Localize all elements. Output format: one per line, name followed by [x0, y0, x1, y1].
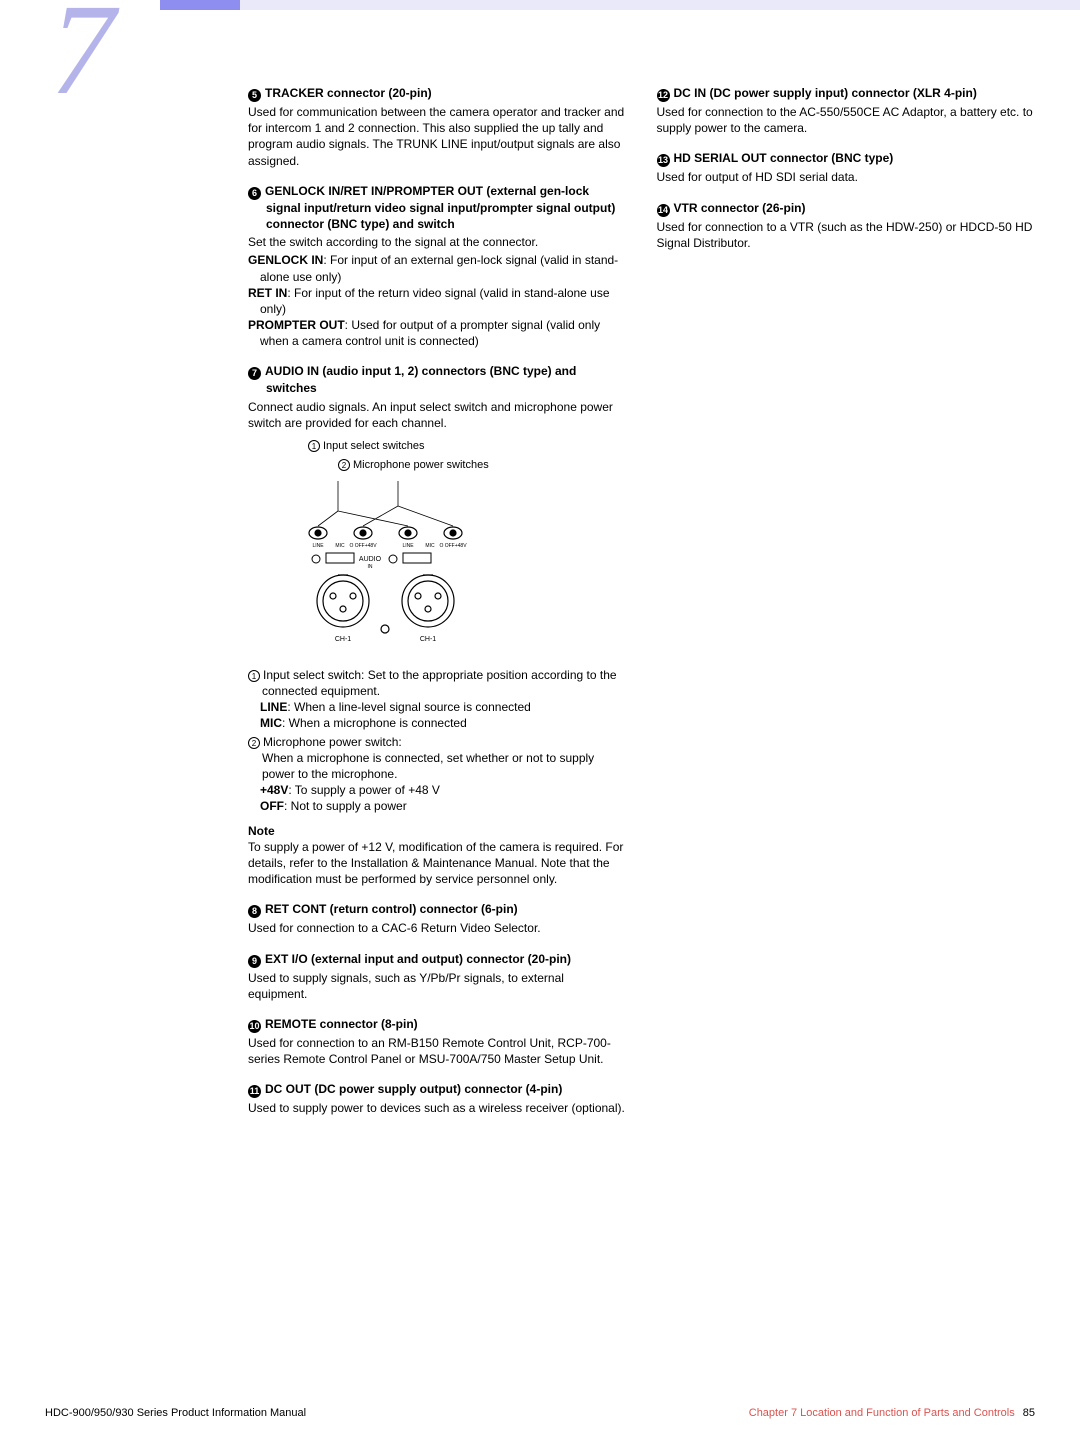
bullet-9: 9 — [248, 955, 261, 968]
note-body: To supply a power of +12 V, modification… — [248, 839, 627, 888]
svg-text:AUDIO: AUDIO — [359, 556, 382, 563]
item-9-body: Used to supply signals, such as Y/Pb/Pr … — [248, 970, 627, 1002]
page-number: 85 — [1023, 1407, 1035, 1419]
item-11-body: Used to supply power to devices such as … — [248, 1100, 627, 1116]
sub-2-row: OFF: Not to supply a power — [248, 798, 627, 814]
item-11-title: DC OUT (DC power supply output) connecto… — [265, 1082, 562, 1096]
item-12: 12 DC IN (DC power supply input) connecto… — [657, 85, 1036, 136]
content-area: 5 TRACKER connector (20-pin) Used for com… — [248, 85, 1035, 1130]
item-10-title: REMOTE connector (8-pin) — [265, 1017, 418, 1031]
bullet-12: 12 — [657, 89, 670, 102]
item-5: 5 TRACKER connector (20-pin) Used for com… — [248, 85, 627, 169]
diagram-label-2: 2Microphone power switches — [338, 458, 627, 473]
sub-1-row: LINE: When a line-level signal source is… — [248, 699, 627, 715]
chapter-number: 7 — [50, 0, 115, 125]
item-10: 10 REMOTE connector (8-pin) Used for conn… — [248, 1016, 627, 1067]
item-14: 14 VTR connector (26-pin) Used for connec… — [657, 200, 1036, 251]
svg-text:MIC: MIC — [335, 543, 345, 549]
item-7: 7 AUDIO IN (audio input 1, 2) connectors … — [248, 363, 627, 887]
item-6: 6 GENLOCK IN/RET IN/PROMPTER OUT (externa… — [248, 183, 627, 350]
item-13: 13 HD SERIAL OUT connector (BNC type) Use… — [657, 150, 1036, 185]
item-12-title: DC IN (DC power supply input) connector … — [674, 86, 977, 100]
item-10-body: Used for connection to an RM-B150 Remote… — [248, 1035, 627, 1067]
sub-2-body: When a microphone is connected, set whet… — [248, 750, 627, 782]
def-row: RET IN: For input of the return video si… — [248, 285, 627, 317]
top-strip — [240, 0, 1080, 10]
item-9-title: EXT I/O (external input and output) conn… — [265, 952, 571, 966]
item-5-title: TRACKER connector (20-pin) — [265, 86, 432, 100]
bullet-13: 13 — [657, 154, 670, 167]
audio-diagram: 1Input select switches 2Microphone power… — [308, 439, 627, 655]
sub-1-row: MIC: When a microphone is connected — [248, 715, 627, 731]
bullet-11: 11 — [248, 1085, 261, 1098]
svg-text:LINE: LINE — [312, 543, 324, 549]
svg-text:O OFF+48V: O OFF+48V — [349, 543, 377, 549]
item-9: 9 EXT I/O (external input and output) con… — [248, 951, 627, 1002]
svg-text:O OFF+48V: O OFF+48V — [439, 543, 467, 549]
bullet-7: 7 — [248, 367, 261, 380]
footer-right: Chapter 7 Location and Function of Parts… — [749, 1407, 1015, 1419]
diagram-label-1: 1Input select switches — [308, 439, 627, 454]
accent-bar — [160, 0, 240, 10]
item-13-body: Used for output of HD SDI serial data. — [657, 169, 1036, 185]
note-heading: Note — [248, 823, 627, 839]
footer-left: HDC-900/950/930 Series Product Informati… — [45, 1407, 306, 1419]
item-6-intro: Set the switch according to the signal a… — [248, 234, 627, 250]
bullet-10: 10 — [248, 1020, 261, 1033]
bullet-8: 8 — [248, 905, 261, 918]
svg-text:CH-1: CH-1 — [335, 636, 351, 643]
item-7-title: AUDIO IN (audio input 1, 2) connectors (… — [265, 364, 576, 395]
left-column: 5 TRACKER connector (20-pin) Used for com… — [248, 85, 627, 1130]
sub-1: 1Input select switch: Set to the appropr… — [248, 667, 627, 699]
page-footer: HDC-900/950/930 Series Product Informati… — [45, 1407, 1035, 1419]
bullet-6: 6 — [248, 187, 261, 200]
item-13-title: HD SERIAL OUT connector (BNC type) — [674, 151, 894, 165]
item-14-title: VTR connector (26-pin) — [674, 201, 806, 215]
svg-text:MIC: MIC — [425, 543, 435, 549]
right-column: 12 DC IN (DC power supply input) connecto… — [657, 85, 1036, 1130]
item-5-body: Used for communication between the camer… — [248, 104, 627, 169]
def-row: PROMPTER OUT: Used for output of a promp… — [248, 317, 627, 349]
svg-text:IN: IN — [368, 564, 373, 570]
item-8: 8 RET CONT (return control) connector (6-… — [248, 901, 627, 936]
item-7-body: Connect audio signals. An input select s… — [248, 399, 627, 431]
audio-svg: LINE MIC O OFF+48V LINE MIC O OFF+48V AU… — [308, 481, 498, 651]
item-6-title: GENLOCK IN/RET IN/PROMPTER OUT (external… — [265, 184, 615, 231]
item-14-body: Used for connection to a VTR (such as th… — [657, 219, 1036, 251]
item-8-title: RET CONT (return control) connector (6-p… — [265, 902, 518, 916]
svg-text:CH-1: CH-1 — [420, 636, 436, 643]
item-6-defs: GENLOCK IN: For input of an external gen… — [248, 252, 627, 349]
item-11: 11 DC OUT (DC power supply output) connec… — [248, 1081, 627, 1116]
def-row: GENLOCK IN: For input of an external gen… — [248, 252, 627, 284]
item-12-body: Used for connection to the AC-550/550CE … — [657, 104, 1036, 136]
sub-2: 2Microphone power switch: — [248, 734, 627, 750]
item-8-body: Used for connection to a CAC-6 Return Vi… — [248, 920, 627, 936]
bullet-5: 5 — [248, 89, 261, 102]
bullet-14: 14 — [657, 204, 670, 217]
svg-text:LINE: LINE — [402, 543, 414, 549]
sub-2-row: +48V: To supply a power of +48 V — [248, 782, 627, 798]
